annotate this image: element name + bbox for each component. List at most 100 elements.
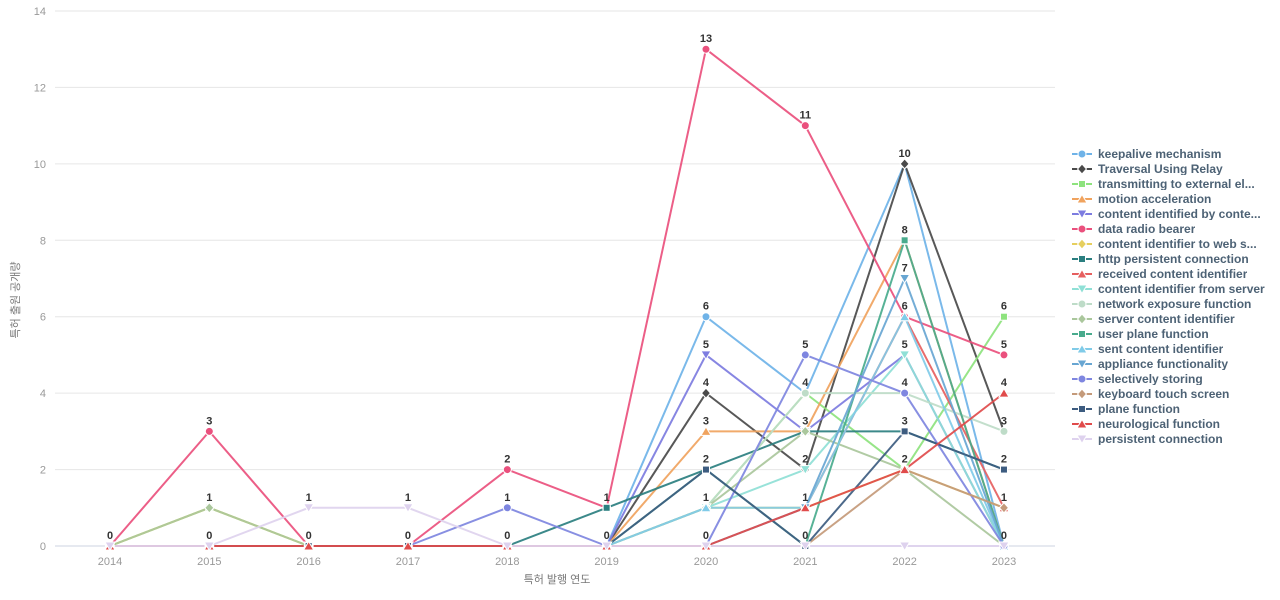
legend-label: received content identifier [1098, 268, 1248, 280]
data-point-appliance-functionality-2022[interactable] [898, 274, 911, 284]
data-point-persistent-connection-2018[interactable] [501, 541, 514, 552]
data-point-data-radio-bearer-2023[interactable] [999, 350, 1009, 360]
sent-content-identifier-legend-symbol [1076, 344, 1088, 354]
point-label-2021-5: 5 [802, 339, 808, 351]
data-point-motion-acceleration-2020[interactable] [700, 425, 712, 436]
data-point-data-radio-bearer-2020[interactable] [701, 44, 711, 54]
data-point-transmitting-to-external-el-2023[interactable] [999, 312, 1008, 321]
data-point-traversal-using-relay-2020[interactable] [700, 387, 712, 399]
legend-item-neurological-function[interactable]: neurological function [1072, 418, 1277, 430]
data-point-server-content-identifier-2015[interactable] [204, 502, 215, 514]
data-point-persistent-connection-2019[interactable] [600, 541, 613, 552]
legend-item-transmitting-to-external-el[interactable]: transmitting to external el... [1072, 178, 1277, 190]
data-point-neurological-function-2017[interactable] [402, 540, 414, 551]
legend-item-server-content-identifier[interactable]: server content identifier [1072, 313, 1277, 325]
legend-item-keyboard-touch-screen[interactable]: keyboard touch screen [1072, 388, 1277, 400]
point-label-2018-1: 1 [504, 492, 510, 504]
legend-item-keepalive-mechanism[interactable]: keepalive mechanism [1072, 148, 1277, 160]
legend-item-user-plane-function[interactable]: user plane function [1072, 328, 1277, 340]
point-label-2022-7: 7 [902, 263, 908, 275]
series-line-persistent-connection [110, 506, 1004, 547]
point-label-2018-2: 2 [504, 454, 510, 466]
x-axis-tick-2023: 2023 [992, 556, 1016, 568]
received-content-identifier-legend-symbol [1076, 269, 1088, 279]
data-point-content-identifier-from-server-2021[interactable] [799, 465, 812, 476]
data-point-plane-function-2020[interactable] [701, 465, 710, 474]
legend-label: plane function [1098, 403, 1180, 415]
legend-item-persistent-connection[interactable]: persistent connection [1072, 433, 1277, 445]
legend-item-sent-content-identifier[interactable]: sent content identifier [1072, 343, 1277, 355]
data-point-network-exposure-function-2021[interactable] [800, 388, 810, 398]
legend-item-content-identifier-from-server[interactable]: content identifier from server [1072, 283, 1277, 295]
data-point-sent-content-identifier-2020[interactable] [700, 502, 712, 513]
data-point-plane-function-2023[interactable] [999, 465, 1008, 474]
data-point-traversal-using-relay-2022[interactable] [899, 158, 910, 170]
legend-item-content-identifier-to-web-s[interactable]: content identifier to web s... [1072, 238, 1277, 250]
point-label-2017-1: 1 [405, 492, 411, 504]
legend-item-data-radio-bearer[interactable]: data radio bearer [1072, 223, 1277, 235]
point-label-2021-2: 2 [802, 454, 808, 466]
data-point-http-persistent-connection-2019[interactable] [602, 503, 611, 512]
point-label-2023-3: 3 [1001, 415, 1007, 427]
data-point-persistent-connection-2021[interactable] [799, 541, 812, 552]
legend-item-http-persistent-connection[interactable]: http persistent connection [1072, 253, 1277, 265]
data-point-persistent-connection-2017[interactable] [402, 503, 414, 514]
series-line-keyboard-touch-screen [110, 468, 1005, 547]
legend-label: user plane function [1098, 328, 1209, 340]
legend-label: motion acceleration [1098, 193, 1212, 205]
keepalive-mechanism-legend-marker-icon [1072, 149, 1092, 159]
legend-item-network-exposure-function[interactable]: network exposure function [1072, 298, 1277, 310]
data-point-network-exposure-function-2023[interactable] [999, 426, 1009, 436]
data-point-neurological-function-2023[interactable] [998, 387, 1010, 398]
data-point-neurological-function-2021[interactable] [799, 502, 812, 513]
legend-item-selectively-storing[interactable]: selectively storing [1072, 373, 1277, 385]
point-label-2023-5: 5 [1001, 339, 1007, 351]
x-axis-tick-2022: 2022 [892, 556, 916, 568]
point-label-2020-5: 5 [703, 339, 709, 351]
legend-item-appliance-functionality[interactable]: appliance functionality [1072, 358, 1277, 370]
data-point-selectively-storing-2018[interactable] [502, 503, 512, 513]
point-label-2019-0: 0 [604, 530, 610, 542]
x-axis-tick-2016: 2016 [296, 556, 320, 568]
http-persistent-connection-legend-marker-icon [1072, 255, 1092, 263]
data-point-sent-content-identifier-2022[interactable] [898, 311, 911, 322]
legend-item-plane-function[interactable]: plane function [1072, 403, 1277, 415]
point-label-2020-2: 2 [703, 454, 709, 466]
legend-label: http persistent connection [1098, 253, 1249, 265]
data-point-persistent-connection-2023[interactable] [998, 541, 1010, 552]
data-point-content-identifier-from-server-2022[interactable] [898, 350, 911, 361]
data-point-plane-function-2022[interactable] [900, 427, 909, 436]
data-point-server-content-identifier-2021[interactable] [800, 425, 811, 438]
legend-item-content-identified-by-conte[interactable]: content identified by conte... [1072, 208, 1277, 220]
data-point-persistent-connection-2020[interactable] [700, 541, 712, 552]
data-point-selectively-storing-2021[interactable] [800, 350, 810, 360]
data-point-persistent-connection-2022[interactable] [898, 541, 911, 552]
data-point-persistent-connection-2016[interactable] [302, 503, 315, 514]
data-point-data-radio-bearer-2021[interactable] [800, 121, 810, 131]
keepalive-mechanism-legend-symbol [1077, 149, 1087, 159]
data-point-persistent-connection-2014[interactable] [104, 541, 116, 552]
legend-label: sent content identifier [1098, 343, 1224, 355]
point-label-2022-2: 2 [902, 454, 908, 466]
selectively-storing-legend-marker-icon [1072, 374, 1092, 384]
data-point-user-plane-function-2022[interactable] [900, 236, 909, 245]
data-point-keepalive-mechanism-2020[interactable] [701, 312, 711, 322]
data-point-selectively-storing-2022[interactable] [900, 388, 910, 398]
data-point-neurological-function-2016[interactable] [302, 540, 315, 551]
legend-label: appliance functionality [1098, 358, 1229, 370]
data-point-keyboard-touch-screen-2023[interactable] [998, 502, 1010, 514]
legend-item-traversal-using-relay[interactable]: Traversal Using Relay [1072, 163, 1277, 175]
legend-label: data radio bearer [1098, 223, 1196, 235]
data-point-data-radio-bearer-2018[interactable] [502, 465, 512, 475]
legend-item-motion-acceleration[interactable]: motion acceleration [1072, 193, 1277, 205]
data-point-persistent-connection-2015[interactable] [203, 541, 216, 552]
x-axis-tick-2018: 2018 [495, 556, 519, 568]
data-point-neurological-function-2022[interactable] [898, 464, 911, 475]
data-point-content-identified-by-conte-2020[interactable] [700, 350, 712, 361]
data-point-data-radio-bearer-2015[interactable] [204, 426, 214, 436]
content-identifier-to-web-s-legend-marker-icon [1072, 239, 1092, 249]
chart-plot-area[interactable]: 0 2 4 6 8 10 12 14 2014 2015 2016 2017 2018 2019 2020 2… [0, 0, 1065, 600]
legend-item-received-content-identifier[interactable]: received content identifier [1072, 268, 1277, 280]
legend-label: server content identifier [1098, 313, 1235, 325]
